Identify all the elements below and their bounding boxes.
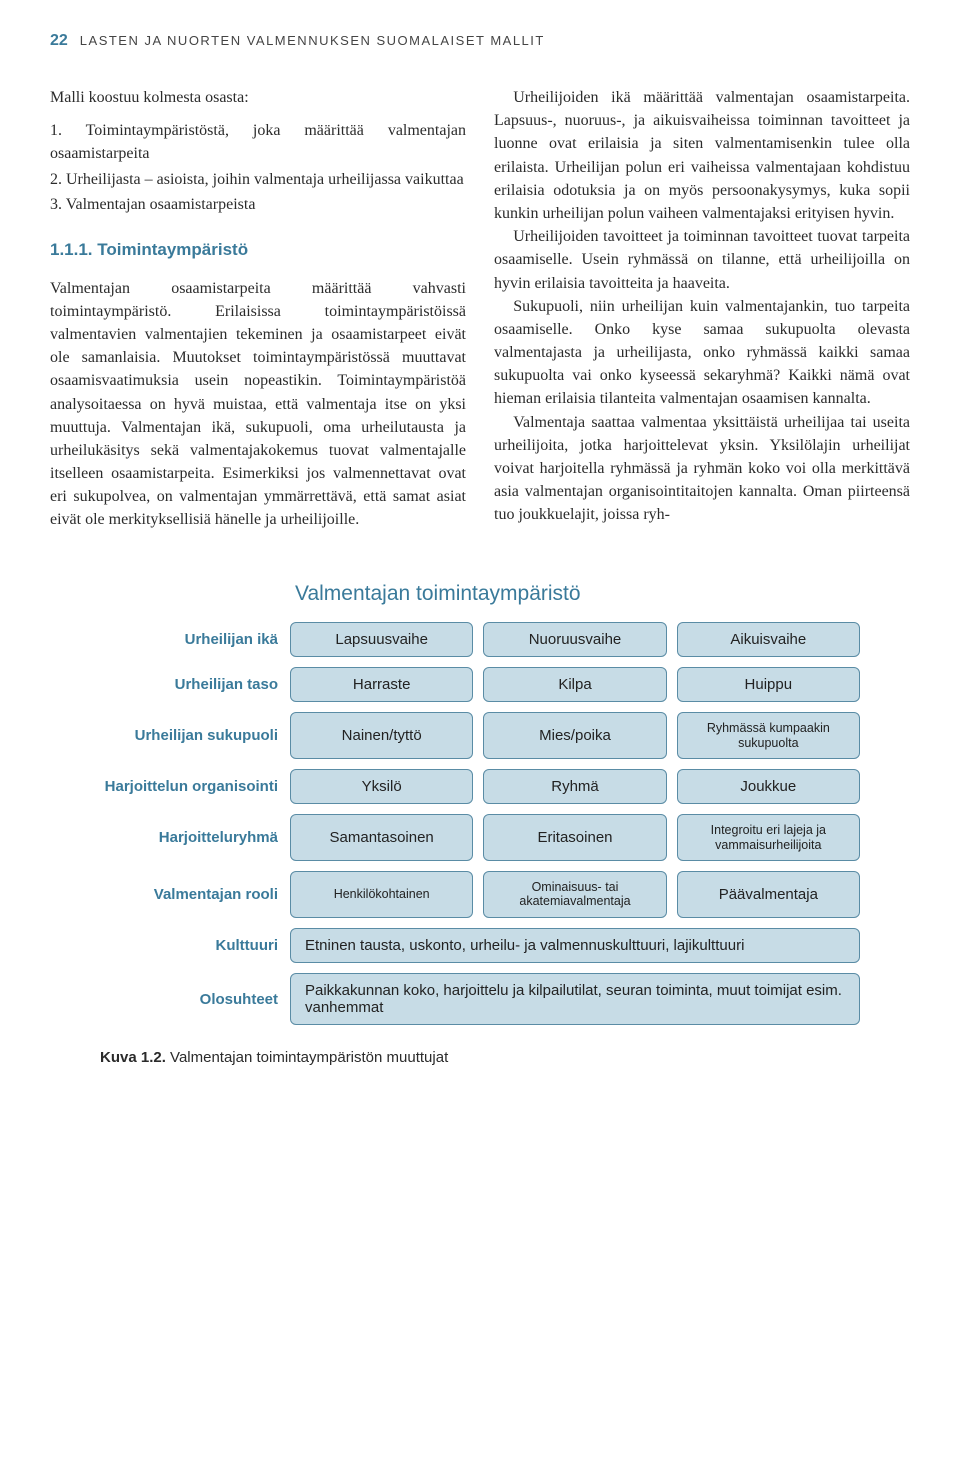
row-cells: SamantasoinenEritasoinenIntegroitu eri l… [290, 814, 860, 861]
diagram-cell: Ryhmässä kumpaakin sukupuolta [677, 712, 860, 759]
diagram-cell: Samantasoinen [290, 814, 473, 861]
diagram-cell: Etninen tausta, uskonto, urheilu- ja val… [290, 928, 860, 963]
list-item: 1. Toimintaympäristöstä, joka määrittää … [50, 119, 466, 165]
row-label: Urheilijan sukupuoli [100, 727, 290, 744]
diagram-cell: Aikuisvaihe [677, 622, 860, 657]
figure-caption: Kuva 1.2. Valmentajan toimintaympäristön… [100, 1049, 860, 1066]
diagram-cell: Lapsuusvaihe [290, 622, 473, 657]
row-label: Valmentajan rooli [100, 886, 290, 903]
diagram: Valmentajan toimintaympäristö Urheilijan… [100, 582, 860, 1067]
running-title: LASTEN JA NUORTEN VALMENNUKSEN SUOMALAIS… [80, 33, 545, 48]
left-column: Malli koostuu kolmesta osasta: 1. Toimin… [50, 86, 466, 532]
diagram-cell: Yksilö [290, 769, 473, 804]
diagram-row: HarjoitteluryhmäSamantasoinenEritasoinen… [100, 814, 860, 861]
row-label: Olosuhteet [100, 991, 290, 1008]
intro-list: 1. Toimintaympäristöstä, joka määrittää … [50, 119, 466, 216]
page-header: 22 LASTEN JA NUORTEN VALMENNUKSEN SUOMAL… [50, 32, 910, 50]
caption-label: Kuva 1.2. [100, 1049, 166, 1066]
diagram-cell: Nainen/tyttö [290, 712, 473, 759]
row-cells: Lapsuusvaihe Nuoruusvaihe Aikuisvaihe [290, 622, 860, 657]
diagram-cell: Mies/poika [483, 712, 666, 759]
diagram-cell: Integroitu eri lajeja ja vammaisurheilij… [677, 814, 860, 861]
intro-line: Malli koostuu kolmesta osasta: [50, 86, 466, 109]
row-label: Harjoittelun organisointi [100, 778, 290, 795]
right-column: Urheilijoiden ikä määrittää valmentajan … [494, 86, 910, 532]
diagram-rows: Urheilijan ikäLapsuusvaihe Nuoruusvaihe Ai… [100, 622, 860, 1026]
row-cells: Nainen/tyttöMies/poikaRyhmässä kumpaakin… [290, 712, 860, 759]
diagram-cell: Kilpa [483, 667, 666, 702]
diagram-row: OlosuhteetPaikkakunnan koko, harjoittelu… [100, 973, 860, 1026]
diagram-row: KulttuuriEtninen tausta, uskonto, urheil… [100, 928, 860, 963]
caption-text: Valmentajan toimintaympäristön muuttujat [170, 1049, 448, 1066]
diagram-row: Harjoittelun organisointiYksilö Ryhmä Jouk… [100, 769, 860, 804]
row-label: Kulttuuri [100, 937, 290, 954]
diagram-title: Valmentajan toimintaympäristö [295, 582, 860, 606]
diagram-cell: Päävalmentaja [677, 871, 860, 918]
diagram-cell: Eritasoinen [483, 814, 666, 861]
diagram-row: Urheilijan tasoHarraste Kilpa Huippu [100, 667, 860, 702]
diagram-cell: Nuoruusvaihe [483, 622, 666, 657]
diagram-cell: Harraste [290, 667, 473, 702]
row-label: Harjoitteluryhmä [100, 829, 290, 846]
list-item: 3. Valmentajan osaamistarpeista [50, 193, 466, 216]
diagram-cell: Paikkakunnan koko, harjoittelu ja kilpai… [290, 973, 860, 1026]
row-label: Urheilijan taso [100, 676, 290, 693]
diagram-row: Urheilijan sukupuoliNainen/tyttöMies/poi… [100, 712, 860, 759]
body-paragraph: Valmentajan osaamistarpeita määrittää va… [50, 277, 466, 532]
page-number: 22 [50, 32, 68, 49]
row-cells: Yksilö Ryhmä Joukkue [290, 769, 860, 804]
diagram-cell: Ominaisuus- tai akatemiavalmentaja [483, 871, 666, 918]
row-label: Urheilijan ikä [100, 631, 290, 648]
row-cells: HenkilökohtainenOminaisuus- tai akatemia… [290, 871, 860, 918]
content-columns: Malli koostuu kolmesta osasta: 1. Toimin… [50, 86, 910, 532]
diagram-cell: Henkilökohtainen [290, 871, 473, 918]
body-paragraph: Sukupuoli, niin urheilijan kuin valmenta… [494, 295, 910, 411]
body-paragraph: Valmentaja saattaa valmentaa yksittäistä… [494, 411, 910, 527]
diagram-row: Urheilijan ikäLapsuusvaihe Nuoruusvaihe Ai… [100, 622, 860, 657]
diagram-cell: Huippu [677, 667, 860, 702]
row-cells: Etninen tausta, uskonto, urheilu- ja val… [290, 928, 860, 963]
diagram-cell: Joukkue [677, 769, 860, 804]
body-paragraph: Urheilijoiden tavoitteet ja toiminnan ta… [494, 225, 910, 295]
body-paragraph: Urheilijoiden ikä määrittää valmentajan … [494, 86, 910, 225]
row-cells: Harraste Kilpa Huippu [290, 667, 860, 702]
diagram-row: Valmentajan rooliHenkilökohtainenOminais… [100, 871, 860, 918]
section-heading: 1.1.1. Toimintaympäristö [50, 238, 466, 263]
list-item: 2. Urheilijasta – asioista, joihin valme… [50, 168, 466, 191]
diagram-cell: Ryhmä [483, 769, 666, 804]
row-cells: Paikkakunnan koko, harjoittelu ja kilpai… [290, 973, 860, 1026]
